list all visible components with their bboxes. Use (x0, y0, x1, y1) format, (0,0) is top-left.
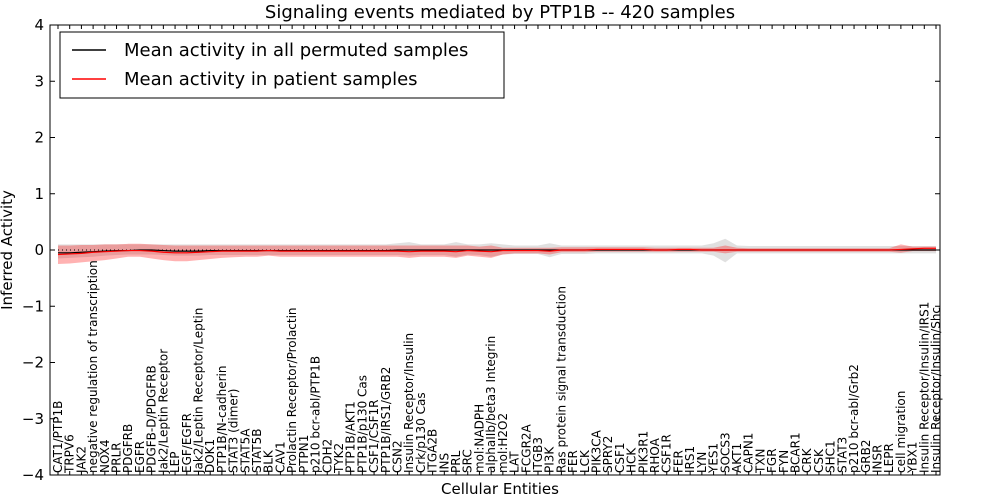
x-tick-label: BLK (262, 449, 276, 473)
x-tick-label: Insulin Receptor/Insulin (402, 333, 416, 473)
x-tick-label: CAV1 (273, 441, 287, 473)
x-tick-label: CSF1/CSF1R (367, 400, 381, 473)
x-axis-label: Cellular Entities (441, 480, 559, 498)
x-tick-label: TRPV6 (63, 434, 77, 474)
x-tick-label: CSN2 (390, 440, 404, 473)
patient-band (58, 243, 936, 265)
x-tick-label: PRL (449, 450, 463, 473)
y-axis-ticks: 4 3 2 1 0 −1 −2 −3 −4 (22, 16, 940, 484)
x-tick-label: HCK (625, 447, 639, 473)
x-tick-label: LCK (578, 449, 592, 473)
x-tick-label: ITGB3 (531, 437, 545, 473)
x-tick-label: PI3K (543, 446, 557, 473)
x-tick-label: CAT1/PTP1B (51, 401, 65, 473)
x-tick-label: LEP (168, 451, 182, 473)
x-tick-label: SPRY2 (601, 436, 615, 473)
x-tick-label: PTP1B/N-cadherin (215, 366, 229, 473)
y-tick-label: 1 (34, 185, 44, 203)
x-tick-label: PIK3R1 (636, 431, 650, 473)
x-tick-label: FYN (777, 450, 791, 473)
x-tick-label: EGFR (133, 441, 147, 473)
chart-title: Signaling events mediated by PTP1B -- 42… (265, 2, 735, 23)
x-tick-label: p210 bcr-abl/Grb2 (847, 364, 861, 473)
x-tick-label: STAT5A (238, 428, 252, 473)
x-tick-label: AKT1 (730, 443, 744, 473)
x-tick-label: CSF1 (613, 442, 627, 473)
x-tick-label: Insulin Receptor/Insulin/Shc (929, 307, 943, 473)
x-tick-label: p210 bcr-abl/PTP1B (309, 356, 323, 473)
x-tick-label: cell migration (894, 391, 908, 473)
x-tick-label: TXN (753, 448, 767, 474)
x-tick-label: PDGFRB (121, 424, 135, 473)
x-tick-label: CSF1R (660, 434, 674, 473)
x-tick-label: RHOA (648, 437, 662, 473)
x-tick-label: Prolactin Receptor/Prolactin (285, 307, 299, 473)
x-tick-label: INSR (870, 445, 884, 473)
x-tick-label: CAPN1 (742, 433, 756, 473)
x-tick-label: STAT5B (250, 429, 264, 474)
x-tick-label: STAT3 (835, 437, 849, 473)
x-tick-label: SOCS3 (718, 432, 732, 473)
x-tick-label: JAK2 (74, 446, 88, 474)
x-tick-label: FCGR2A (519, 423, 533, 473)
series-layer (57, 247, 936, 256)
x-tick-label: FER (671, 450, 685, 473)
x-tick-label: CRK (800, 447, 814, 473)
legend-box (59, 31, 505, 99)
x-tick-label: PTPN1 (297, 435, 311, 473)
legend-label-patient: Mean activity in patient samples (124, 69, 418, 90)
x-tick-label: EGF/EGFR (180, 413, 194, 473)
x-tick-label: SRC (461, 449, 475, 473)
y-tick-label: −3 (22, 410, 44, 428)
x-tick-label: FER (566, 450, 580, 473)
x-tick-label: SHC1 (824, 440, 838, 473)
x-tick-label: YBX1 (906, 442, 920, 474)
y-tick-label: −1 (22, 297, 44, 315)
x-tick-label: PTP1B/IRS1/GRB2 (379, 367, 393, 473)
x-tick-label: PTP1B/AKT1 (344, 401, 358, 473)
x-tick-label: BCAR1 (789, 432, 803, 473)
x-tick-label: YES1 (707, 443, 721, 474)
x-tick-label: STAT3 (dimer) (227, 389, 241, 473)
x-tick-label: CDH2 (320, 439, 334, 473)
x-tick-label: Jak2/Leptin Receptor/Leptin (191, 308, 205, 474)
x-tick-label: Jak2/Leptin Receptor (156, 349, 170, 474)
y-axis-label: Inferred Activity (0, 190, 16, 310)
x-tick-label: NOX4 (98, 439, 112, 473)
x-tick-label: LAT (508, 451, 522, 473)
x-tick-label: Crk/p130 Cas (414, 392, 428, 473)
y-tick-label: 4 (34, 16, 44, 34)
y-tick-label: −4 (22, 466, 44, 484)
x-tick-label: TYK2 (332, 443, 346, 474)
x-tick-label: INS (437, 453, 451, 473)
x-tick-label: LYN (695, 452, 709, 473)
y-tick-label: 0 (34, 241, 44, 259)
x-tick-label: DOK1 (203, 439, 217, 473)
x-tick-label: PRLR (110, 442, 124, 473)
x-tick-label: GRB2 (859, 439, 873, 473)
x-tick-label: LEPR (882, 443, 896, 473)
x-tick-label: IRS1 (683, 446, 697, 473)
x-tick-label: mol:NADPH (472, 404, 486, 473)
x-tick-label: FGR (765, 448, 779, 473)
x-tick-label: PDGFB-D/PDGFRB (145, 365, 159, 473)
x-tick-label: negative regulation of transcription (86, 260, 100, 473)
y-tick-label: −2 (22, 354, 44, 372)
x-tick-label: Ras protein signal transduction (554, 286, 568, 473)
legend: Mean activity in all permuted samples Me… (59, 31, 505, 99)
x-tick-label: CSK (812, 448, 826, 473)
x-tick-label: mol:H2O2 (496, 413, 510, 473)
y-tick-label: 3 (34, 72, 44, 90)
x-tick-label: PTP1B/p130 Cas (355, 375, 369, 473)
x-tick-label: alphaIIb/beta3 Integrin (484, 336, 498, 473)
x-tick-label: PIK3CA (590, 429, 604, 473)
y-tick-label: 2 (34, 129, 44, 147)
x-tick-label: Insulin Receptor/Insulin/IRS1 (917, 302, 931, 473)
x-tick-label: ITGA2B (426, 429, 440, 473)
patient-mean-line (57, 247, 936, 256)
legend-label-permuted: Mean activity in all permuted samples (124, 40, 468, 61)
